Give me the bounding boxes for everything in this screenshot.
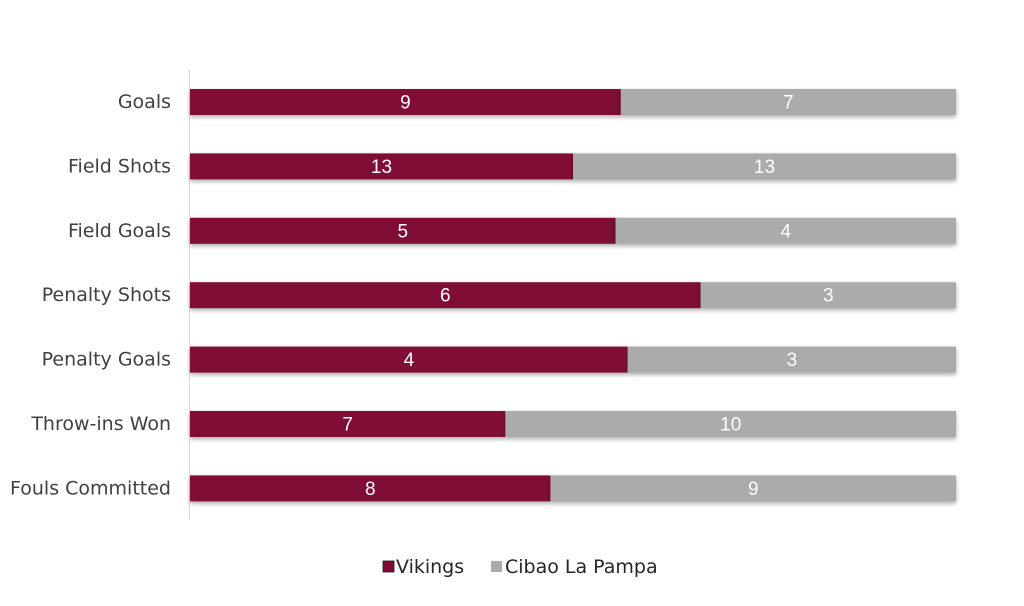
data-label-vikings-penalty-goals: 4 <box>404 350 415 371</box>
bar-vikings-penalty-goals[interactable] <box>190 346 628 373</box>
category-label-field-goals: Field Goals <box>68 220 171 242</box>
bar-cibao-la-pampa-penalty-goals[interactable] <box>627 346 956 373</box>
data-label-vikings-field-goals: 5 <box>397 221 408 242</box>
category-label-goals: Goals <box>118 91 171 113</box>
data-label-vikings-throw-ins-won: 7 <box>342 415 353 436</box>
bar-vikings-throw-ins-won[interactable] <box>190 411 506 437</box>
data-label-cibao-la-pampa-field-goals: 4 <box>780 221 791 242</box>
bar-vikings-goals[interactable] <box>190 89 621 115</box>
legend: Vikings Cibao La Pampa <box>382 556 658 578</box>
bar-vikings-fouls-committed[interactable] <box>190 475 551 502</box>
data-label-cibao-la-pampa-penalty-shots: 3 <box>823 286 834 307</box>
bar-cibao-la-pampa-penalty-shots[interactable] <box>700 282 956 309</box>
bar-cibao-la-pampa-throw-ins-won[interactable] <box>505 411 956 437</box>
category-label-throw-ins-won: Throw-ins Won <box>30 413 171 435</box>
data-label-cibao-la-pampa-throw-ins-won: 10 <box>720 415 741 436</box>
data-label-cibao-la-pampa-fouls-committed: 9 <box>748 479 759 500</box>
bar-vikings-field-shots[interactable] <box>190 153 573 180</box>
data-label-cibao-la-pampa-goals: 7 <box>783 93 794 114</box>
category-label-penalty-goals: Penalty Goals <box>42 349 171 371</box>
legend-swatch-vikings[interactable] <box>382 560 395 573</box>
data-label-cibao-la-pampa-field-shots: 13 <box>754 157 775 178</box>
legend-label-cibao-la-pampa[interactable]: Cibao La Pampa <box>505 556 658 578</box>
data-label-vikings-fouls-committed: 8 <box>365 479 376 500</box>
category-label-penalty-shots: Penalty Shots <box>42 284 171 306</box>
bars-layer: 9 7 13 13 5 4 6 3 4 3 7 10 8 9 <box>190 89 956 502</box>
bar-cibao-la-pampa-field-goals[interactable] <box>615 217 956 244</box>
data-label-vikings-penalty-shots: 6 <box>440 286 451 307</box>
bar-vikings-penalty-shots[interactable] <box>190 282 701 309</box>
bar-cibao-la-pampa-goals[interactable] <box>620 89 956 115</box>
data-label-vikings-field-shots: 13 <box>371 157 392 178</box>
bar-vikings-field-goals[interactable] <box>190 217 616 244</box>
category-label-field-shots: Field Shots <box>68 155 171 177</box>
category-label-fouls-committed: Fouls Committed <box>10 477 171 499</box>
data-label-vikings-goals: 9 <box>400 93 411 114</box>
legend-label-vikings[interactable]: Vikings <box>396 556 464 578</box>
bar-cibao-la-pampa-field-shots[interactable] <box>573 153 956 180</box>
legend-swatch-cibao-la-pampa[interactable] <box>491 561 502 572</box>
bar-cibao-la-pampa-fouls-committed[interactable] <box>550 475 956 502</box>
data-label-cibao-la-pampa-penalty-goals: 3 <box>787 350 798 371</box>
